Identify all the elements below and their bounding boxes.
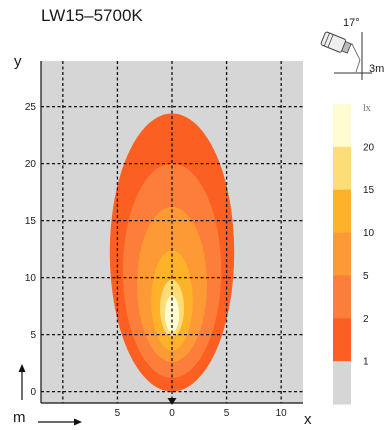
- x-tick-label: 0: [169, 408, 175, 419]
- legend-label: 5: [363, 271, 369, 282]
- legend-swatch: [333, 318, 351, 362]
- lamp-icon: [320, 31, 352, 54]
- origin-marker: [167, 398, 177, 405]
- tick-labels: 5 0 5 10 0 5 10 15 20 25: [25, 102, 287, 419]
- x-axis-label: x: [304, 411, 312, 428]
- mounting-height-label: 3m: [369, 63, 384, 75]
- y-tick-label: 5: [30, 330, 36, 341]
- legend-swatch: [333, 361, 351, 405]
- legend-label: 20: [363, 142, 375, 153]
- legend-label: 2: [363, 314, 369, 325]
- y-tick-label: 10: [25, 273, 37, 284]
- legend-label: 1: [363, 357, 369, 368]
- legend-swatch: [333, 104, 351, 148]
- legend-swatch: [333, 189, 351, 234]
- x-tick-label: 5: [224, 408, 230, 419]
- x-unit-label: m: [13, 409, 26, 426]
- mounting-diagram: 17° 3m: [320, 17, 384, 80]
- grid-lines: [41, 61, 303, 403]
- y-tick-label: 0: [30, 387, 36, 398]
- y-tick-label: 20: [25, 159, 37, 170]
- legend-swatch: [333, 232, 351, 276]
- y-direction-arrow: [18, 364, 26, 400]
- legend-unit: lx: [363, 103, 371, 114]
- x-direction-arrow: [38, 418, 82, 426]
- legend-label: 10: [363, 228, 375, 239]
- legend-label: 15: [363, 185, 375, 196]
- y-tick-label: 15: [25, 216, 37, 227]
- x-tick-label: 5: [115, 408, 121, 419]
- y-tick-label: 25: [25, 102, 37, 113]
- x-tick-label: 10: [276, 408, 288, 419]
- chart-title: LW15–5700K: [41, 6, 143, 25]
- y-axis-label: y: [14, 53, 22, 70]
- legend-swatch: [333, 146, 351, 191]
- legend-swatch: [333, 275, 351, 319]
- mounting-angle-label: 17°: [343, 17, 360, 29]
- legend: lx 20 15 10 5 2 1: [333, 103, 375, 405]
